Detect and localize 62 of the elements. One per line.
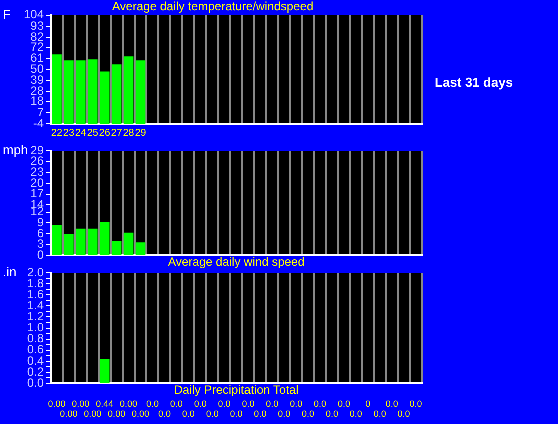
x-tick-label: 23 — [63, 128, 75, 139]
x-tick-label: 24 — [75, 128, 87, 139]
x-tick-label: 28 — [123, 128, 135, 139]
data-label: 0.0 — [410, 398, 422, 409]
x-tick-label: 27 — [111, 128, 123, 139]
y-axis-title: .in — [3, 264, 17, 280]
data-label: 0.0 — [218, 398, 231, 409]
data-label: 0.00 — [60, 408, 78, 419]
bar — [124, 232, 134, 256]
bar — [136, 60, 146, 124]
data-label: 0.0 — [158, 408, 171, 419]
bar — [124, 56, 134, 124]
data-label: 0.0 — [266, 398, 279, 409]
data-label: 0.0 — [386, 398, 398, 409]
data-label: 0.0 — [194, 398, 207, 409]
data-label: 0.0 — [278, 408, 291, 419]
bar — [88, 60, 98, 124]
x-tick-label: 26 — [99, 128, 111, 139]
data-label: 0 — [366, 398, 371, 409]
x-tick-label: 29 — [135, 128, 147, 139]
data-label: 0.44 — [96, 398, 114, 409]
data-label: 0.0 — [326, 408, 338, 419]
bar — [112, 64, 122, 124]
data-label: 0.00 — [72, 398, 90, 409]
data-label: 0.0 — [146, 398, 159, 409]
bar — [100, 72, 110, 124]
bar — [52, 54, 62, 124]
bar — [112, 242, 122, 256]
x-tick-label: 22 — [51, 128, 63, 139]
data-label: 0.0 — [338, 398, 350, 409]
x-axis-title: Daily Precipitation Total — [174, 383, 299, 398]
bar — [100, 222, 110, 256]
data-label: 0.00 — [132, 408, 150, 419]
bar — [52, 225, 62, 256]
chart-title: Average daily temperature/windspeed — [112, 0, 314, 14]
bar — [136, 242, 146, 256]
text: Last 31 days — [435, 75, 514, 90]
data-label: 0.00 — [108, 408, 126, 419]
data-label: 0.0 — [230, 408, 243, 419]
data-label: 0.0 — [374, 408, 386, 419]
data-label: 0.00 — [120, 398, 138, 409]
data-label: 0.0 — [170, 398, 183, 409]
bar — [88, 228, 98, 256]
y-axis-title: F — [3, 6, 11, 22]
data-label: 0.0 — [206, 408, 219, 419]
data-label: 0.0 — [302, 408, 315, 419]
bar — [76, 60, 86, 124]
data-label: 0.0 — [182, 408, 195, 419]
data-label: 0.00 — [48, 398, 66, 409]
data-label: 0.0 — [290, 398, 303, 409]
bar — [64, 234, 74, 256]
bar — [76, 228, 86, 256]
data-label: 0.0 — [314, 398, 327, 409]
data-label: 0.00 — [84, 408, 102, 419]
bar — [64, 60, 74, 124]
data-label: 0.0 — [254, 408, 267, 419]
x-tick-label: 25 — [87, 128, 99, 139]
data-label: 0.0 — [398, 408, 410, 419]
y-axis-title: mph — [3, 142, 28, 158]
data-label: 0.0 — [242, 398, 255, 409]
data-label: 0.0 — [350, 408, 362, 419]
x-axis-title: Average daily wind speed — [168, 255, 305, 270]
